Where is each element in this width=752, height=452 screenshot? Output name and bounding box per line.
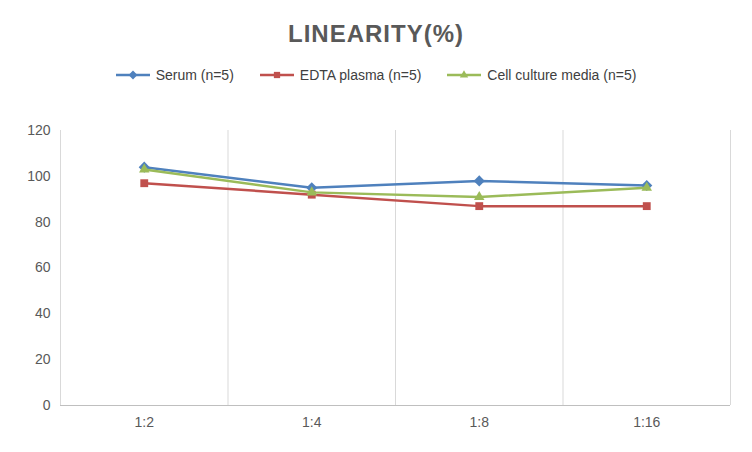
- svg-text:20: 20: [35, 351, 51, 367]
- svg-text:1:2: 1:2: [135, 414, 155, 430]
- svg-text:100: 100: [27, 168, 51, 184]
- svg-text:80: 80: [35, 214, 51, 230]
- html-text:Cell culture media (n=5): Cell culture media (n=5): [487, 67, 637, 83]
- html-text:Serum (n=5): Serum (n=5): [155, 67, 234, 83]
- svg-text:0: 0: [43, 397, 51, 413]
- svg-text:40: 40: [35, 305, 51, 321]
- svg-text:1:16: 1:16: [633, 414, 660, 430]
- svg-text:120: 120: [27, 122, 51, 138]
- svg-text:1:8: 1:8: [470, 414, 490, 430]
- html-text:LINEARITY(%): LINEARITY(%): [288, 20, 464, 47]
- svg-text:1:4: 1:4: [302, 414, 322, 430]
- svg-text:60: 60: [35, 259, 51, 275]
- html-text:EDTA plasma (n=5): EDTA plasma (n=5): [299, 67, 422, 83]
